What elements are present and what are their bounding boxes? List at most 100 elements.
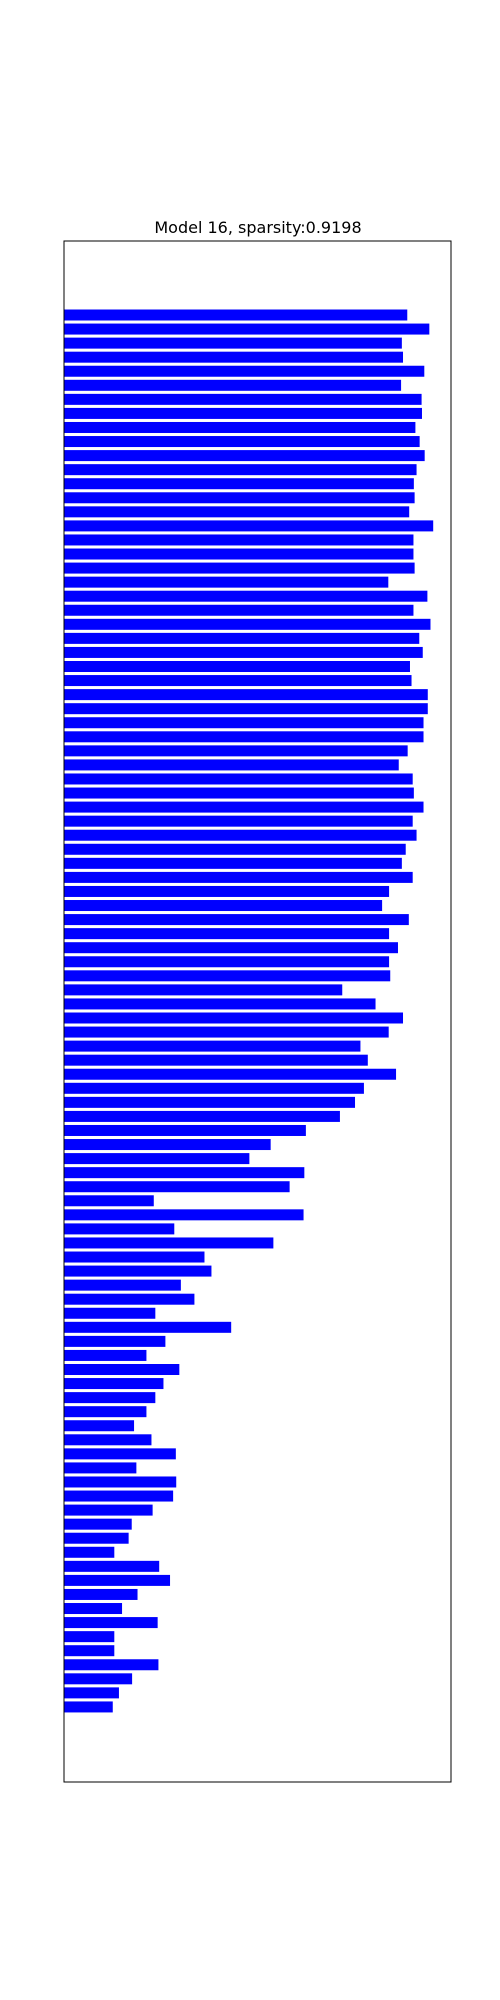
bar bbox=[64, 857, 402, 869]
bar bbox=[64, 745, 408, 757]
bar bbox=[64, 1434, 152, 1446]
bar bbox=[64, 1532, 129, 1544]
bar bbox=[64, 1195, 154, 1207]
plot-frame bbox=[63, 240, 452, 1783]
bar bbox=[64, 984, 343, 996]
bar bbox=[64, 1110, 340, 1122]
bar bbox=[64, 1378, 164, 1390]
bar bbox=[64, 956, 390, 968]
bar bbox=[64, 351, 404, 363]
bar bbox=[64, 1673, 133, 1685]
bar bbox=[64, 1406, 147, 1418]
bar bbox=[64, 520, 434, 532]
bar bbox=[64, 1012, 404, 1024]
bar bbox=[64, 1167, 305, 1179]
bar bbox=[64, 1040, 361, 1052]
bar bbox=[64, 773, 413, 785]
bar bbox=[64, 1124, 306, 1136]
bar bbox=[64, 1321, 232, 1333]
bar bbox=[64, 576, 389, 588]
bar bbox=[64, 928, 390, 940]
bar bbox=[64, 1560, 160, 1572]
bar bbox=[64, 562, 415, 574]
bar bbox=[64, 998, 376, 1010]
bar bbox=[64, 1237, 274, 1249]
bar bbox=[64, 323, 430, 335]
bar bbox=[64, 492, 415, 504]
bar bbox=[64, 618, 431, 630]
bar bbox=[64, 1054, 368, 1066]
bar bbox=[64, 1223, 175, 1235]
bar bbox=[64, 1701, 113, 1713]
bar bbox=[64, 1420, 135, 1432]
bar bbox=[64, 646, 423, 658]
bar bbox=[64, 1293, 195, 1305]
bar bbox=[64, 759, 399, 771]
bar bbox=[64, 1335, 166, 1347]
bar bbox=[64, 815, 413, 827]
bar bbox=[64, 1096, 356, 1108]
bar bbox=[64, 1504, 153, 1516]
bar bbox=[64, 1659, 159, 1671]
bar bbox=[64, 1603, 123, 1615]
bar bbox=[64, 1279, 181, 1291]
bar bbox=[64, 1617, 158, 1629]
bar bbox=[64, 1349, 147, 1361]
bar bbox=[64, 1082, 364, 1094]
bar bbox=[64, 379, 402, 391]
bar bbox=[64, 1588, 138, 1600]
bar bbox=[64, 393, 422, 405]
bar bbox=[64, 900, 383, 912]
bar bbox=[64, 1068, 397, 1080]
bar bbox=[64, 407, 422, 419]
bar bbox=[64, 1490, 174, 1502]
bar bbox=[64, 1518, 132, 1530]
bar bbox=[64, 590, 428, 602]
bar bbox=[64, 703, 428, 715]
bar bbox=[64, 801, 424, 813]
chart-title: Model 16, sparsity:0.9198 bbox=[154, 218, 361, 237]
bar bbox=[64, 309, 408, 321]
bar bbox=[64, 970, 391, 982]
bar bbox=[64, 717, 424, 729]
bar bbox=[64, 871, 413, 883]
bar bbox=[64, 604, 414, 616]
bar bbox=[64, 689, 428, 701]
bar bbox=[64, 506, 410, 518]
bar bbox=[64, 1574, 171, 1586]
bar bbox=[64, 1448, 176, 1460]
bar bbox=[64, 1251, 205, 1263]
bar bbox=[64, 731, 424, 743]
bar bbox=[64, 1631, 115, 1643]
bar bbox=[64, 1209, 304, 1221]
bar bbox=[64, 1181, 290, 1193]
bar bbox=[64, 914, 409, 926]
bar bbox=[64, 1026, 389, 1038]
bar bbox=[64, 632, 420, 644]
bar bbox=[64, 478, 414, 490]
bar bbox=[64, 1462, 137, 1474]
bar bbox=[64, 787, 414, 799]
bar bbox=[64, 1546, 115, 1558]
bar bbox=[64, 450, 425, 462]
bar bbox=[64, 1687, 119, 1699]
bar bbox=[64, 1476, 177, 1488]
bar bbox=[64, 1139, 271, 1151]
bar bbox=[64, 1307, 156, 1319]
bar bbox=[64, 1265, 212, 1277]
bar bbox=[64, 942, 398, 954]
bar bbox=[64, 365, 425, 377]
bar bbox=[64, 464, 417, 476]
bar bbox=[64, 436, 420, 448]
bar bbox=[64, 843, 406, 855]
bar bbox=[64, 1392, 156, 1404]
bar bbox=[64, 885, 390, 897]
bar bbox=[64, 1645, 115, 1657]
bar bbox=[64, 829, 417, 841]
bars-group bbox=[64, 309, 434, 1713]
bar bbox=[64, 534, 414, 546]
bar bbox=[64, 675, 412, 687]
bar bbox=[64, 337, 402, 349]
bar bbox=[64, 548, 414, 560]
